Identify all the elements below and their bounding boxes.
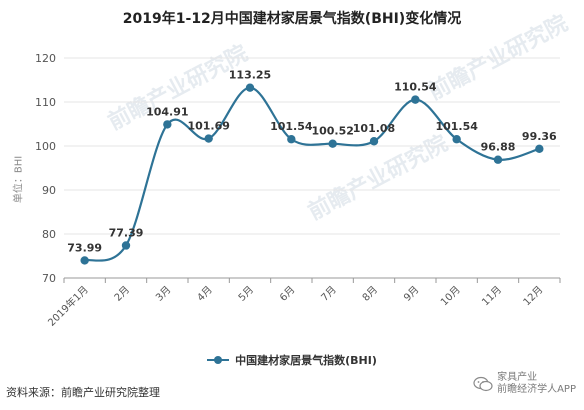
- wechat-icon: [473, 376, 493, 392]
- x-tick-label: 5月: [236, 284, 256, 304]
- data-label: 101.54: [270, 120, 313, 133]
- y-tick-label: 90: [42, 184, 56, 197]
- wechat-badge: 家具产业 前瞻经济学人APP: [473, 372, 576, 396]
- x-tick-label: 3月: [153, 284, 173, 304]
- data-label: 73.99: [67, 241, 102, 254]
- x-tick-label: 7月: [319, 284, 339, 304]
- data-point: [204, 134, 213, 143]
- x-tick-label: 10月: [438, 284, 463, 309]
- data-label: 99.36: [522, 130, 557, 143]
- legend: 中国建材家居景气指数(BHI): [0, 352, 584, 368]
- data-label: 100.52: [311, 125, 353, 138]
- data-label: 113.25: [229, 69, 271, 82]
- x-tick-label: 2019年1月: [45, 283, 91, 329]
- x-tick-label: 2月: [112, 284, 132, 304]
- x-tick-label: 4月: [195, 284, 215, 304]
- x-tick-label: 12月: [521, 284, 546, 309]
- y-tick-label: 80: [42, 228, 56, 241]
- x-tick-label: 11月: [480, 284, 505, 309]
- y-tick-label: 70: [42, 272, 56, 285]
- data-point: [328, 139, 337, 148]
- x-tick-label: 6月: [277, 284, 297, 304]
- badge-line-2: 前瞻经济学人APP: [497, 384, 576, 395]
- data-point: [369, 137, 379, 146]
- data-point: [535, 144, 544, 154]
- data-label: 110.54: [394, 81, 437, 94]
- data-point: [163, 120, 172, 129]
- legend-label: 中国建材家居景气指数(BHI): [235, 354, 377, 367]
- y-tick-label: 120: [35, 52, 56, 65]
- data-point: [121, 241, 131, 250]
- source-note: 资料来源：前瞻产业研究院整理: [6, 386, 160, 399]
- data-label: 101.69: [187, 120, 229, 133]
- data-label: 101.08: [353, 122, 395, 135]
- data-label: 96.88: [481, 141, 516, 154]
- data-point: [287, 135, 296, 144]
- legend-swatch: [207, 356, 230, 364]
- data-label: 77.39: [109, 226, 144, 239]
- chart-title: 2019年1-12月中国建材家居景气指数(BHI)变化情况: [122, 11, 462, 27]
- data-point: [80, 256, 89, 265]
- y-axis-label: 单位：BHI: [13, 155, 25, 204]
- y-tick-label: 100: [35, 140, 56, 153]
- data-point: [493, 155, 503, 164]
- data-point: [411, 95, 420, 104]
- data-label: 104.91: [146, 105, 188, 118]
- data-point: [452, 135, 461, 144]
- x-tick-label: 8月: [360, 284, 380, 304]
- y-tick-label: 110: [35, 96, 56, 109]
- x-tick-label: 9月: [401, 284, 421, 304]
- data-label: 101.54: [435, 120, 478, 133]
- data-point: [245, 83, 255, 92]
- badge-line-1: 家具产业: [497, 372, 538, 383]
